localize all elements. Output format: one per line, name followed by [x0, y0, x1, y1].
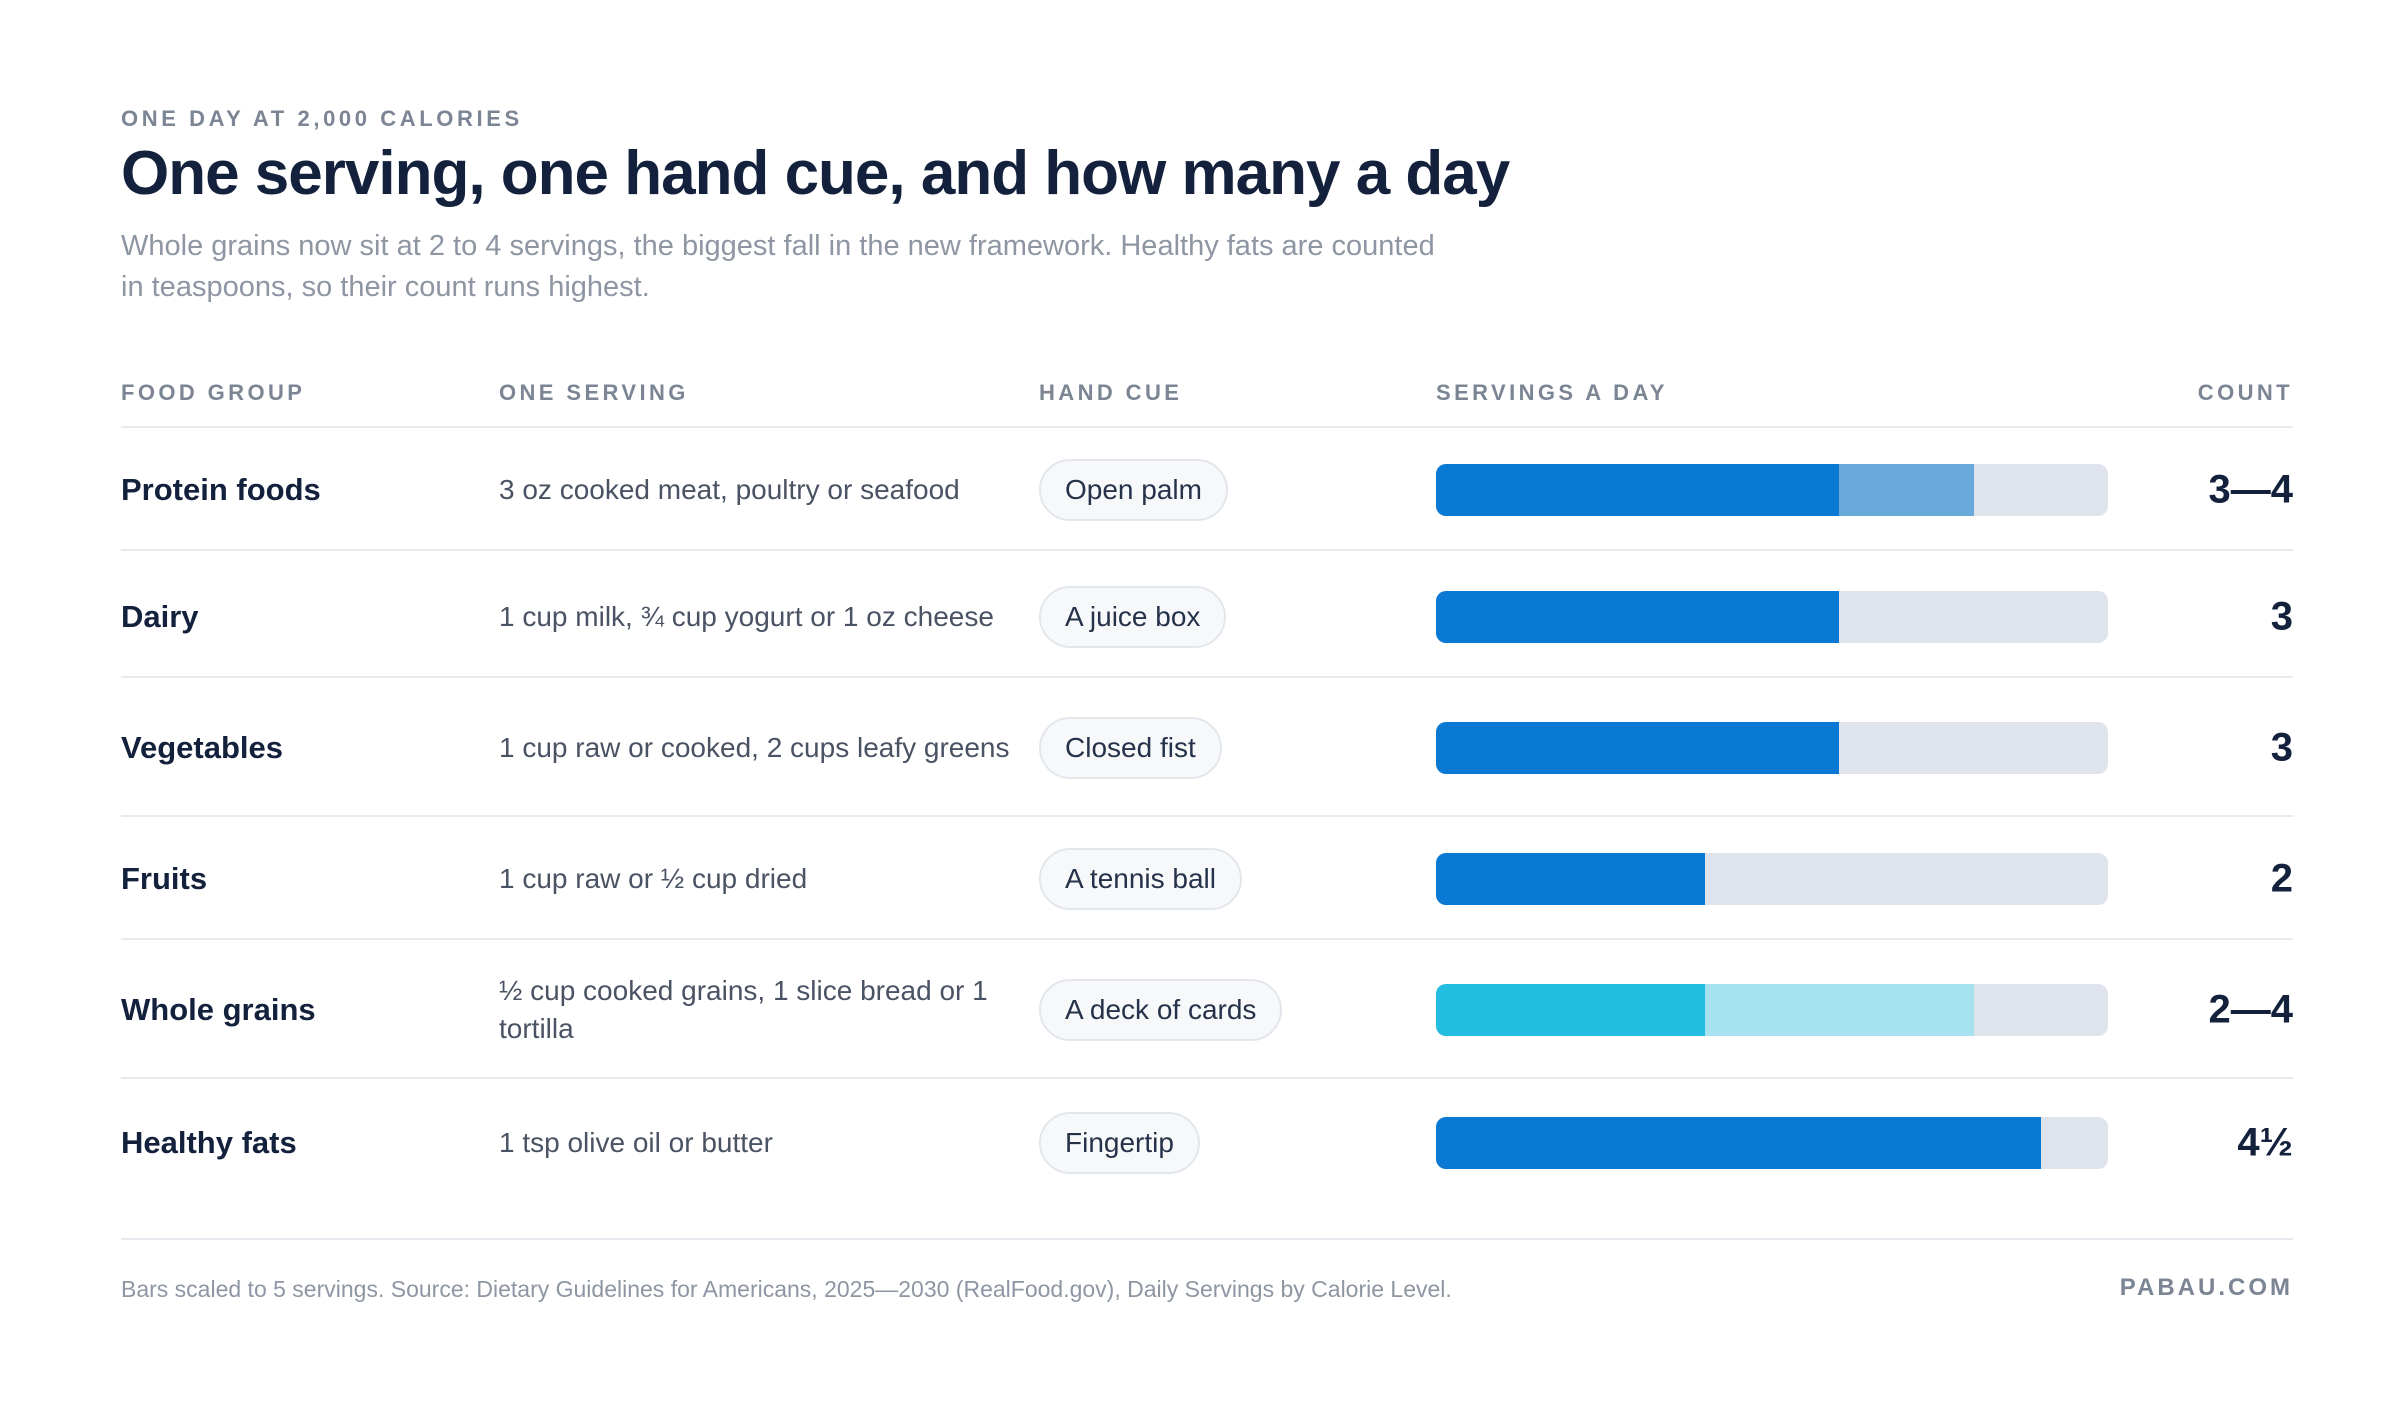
servings-bar-track: [1436, 721, 2108, 774]
food-group-label: Protein foods: [121, 471, 321, 507]
header-divider: [121, 426, 2293, 428]
hand-cue-pill: Closed fist: [1039, 716, 1222, 779]
col-servings-a-day: SERVINGS A DAY: [1436, 380, 1668, 405]
servings-bar-track: [1436, 1116, 2108, 1169]
servings-bar-range: [1839, 463, 1974, 516]
food-group-label: Vegetables: [121, 729, 283, 765]
serving-description: 1 cup raw or ½ cup dried: [499, 862, 808, 894]
serving-description: 3 oz cooked meat, poultry or seafood: [499, 473, 960, 505]
hand-cue-pill: A tennis ball: [1039, 847, 1242, 910]
table-row: Vegetables 1 cup raw or cooked, 2 cups le…: [121, 678, 2293, 817]
food-group-label: Healthy fats: [121, 1124, 297, 1160]
col-one-serving: ONE SERVING: [499, 380, 689, 405]
table-row: Fruits 1 cup raw or ½ cup dried A tennis b…: [121, 817, 2293, 940]
table-row: Protein foods 3 oz cooked meat, poultry o…: [121, 428, 2293, 551]
serving-description: ½ cup cooked grains, 1 slice bread or 1 …: [499, 974, 988, 1044]
servings-bar-track: [1436, 983, 2108, 1036]
servings-count: 2—4: [2208, 987, 2294, 1031]
servings-bar-track: [1436, 590, 2108, 643]
serving-description: 1 cup raw or cooked, 2 cups leafy greens: [499, 731, 1010, 763]
row-divider: [121, 938, 2293, 940]
eyebrow: ONE DAY AT 2,000 CALORIES: [121, 106, 523, 131]
servings-bar-min: [1436, 852, 1705, 905]
servings-bar-track: [1436, 463, 2108, 516]
hand-cue-pill: Fingertip: [1039, 1111, 1200, 1174]
hand-cue-pill: A deck of cards: [1039, 978, 1283, 1041]
servings-count: 4½: [2237, 1120, 2293, 1164]
serving-description: 1 cup milk, ¾ cup yogurt or 1 oz cheese: [499, 600, 994, 632]
table-row: Healthy fats 1 tsp olive oil or butter Fin…: [121, 1081, 2293, 1204]
subtitle: Whole grains now sit at 2 to 4 servings,…: [121, 230, 1435, 303]
servings-bar-min: [1436, 983, 1705, 1036]
brand-label: PABAU.COM: [2119, 1274, 2293, 1301]
servings-bar-min: [1436, 721, 1840, 774]
col-hand-cue: HAND CUE: [1039, 380, 1183, 405]
food-group-label: Fruits: [121, 860, 208, 896]
hand-cue-pill: Open palm: [1039, 458, 1228, 521]
infographic: ONE DAY AT 2,000 CALORIES One serving, o…: [121, 0, 2293, 1408]
servings-bar-min: [1436, 590, 1840, 643]
row-divider: [121, 676, 2293, 678]
page-title: One serving, one hand cue, and how many …: [121, 139, 1510, 208]
servings-count: 2: [2270, 856, 2293, 900]
servings-bar-min: [1436, 463, 1840, 516]
servings-count: 3: [2270, 594, 2293, 638]
servings-count: 3—4: [2208, 467, 2294, 511]
food-group-label: Dairy: [121, 598, 199, 634]
row-divider: [121, 1077, 2293, 1079]
servings-bar-min: [1436, 1116, 2041, 1169]
row-divider: [121, 815, 2293, 817]
table-row: Dairy 1 cup milk, ¾ cup yogurt or 1 oz ch…: [121, 555, 2293, 678]
footer-divider: [121, 1238, 2293, 1240]
col-food-group: FOOD GROUP: [121, 380, 306, 405]
row-divider: [121, 549, 2293, 551]
footnote: Bars scaled to 5 servings. Source: Dieta…: [121, 1276, 1452, 1302]
hand-cue-pill: A juice box: [1039, 585, 1227, 648]
servings-bar-track: [1436, 852, 2108, 905]
col-count: COUNT: [2197, 380, 2293, 405]
servings-count: 3: [2270, 725, 2293, 769]
servings-bar-range: [1704, 983, 1974, 1036]
table-header: FOOD GROUP ONE SERVING HAND CUE SERVINGS…: [121, 380, 2293, 410]
food-group-label: Whole grains: [121, 991, 316, 1027]
serving-description: 1 tsp olive oil or butter: [499, 1126, 773, 1158]
table-row: Whole grains ½ cup cooked grains, 1 slice…: [121, 940, 2293, 1079]
